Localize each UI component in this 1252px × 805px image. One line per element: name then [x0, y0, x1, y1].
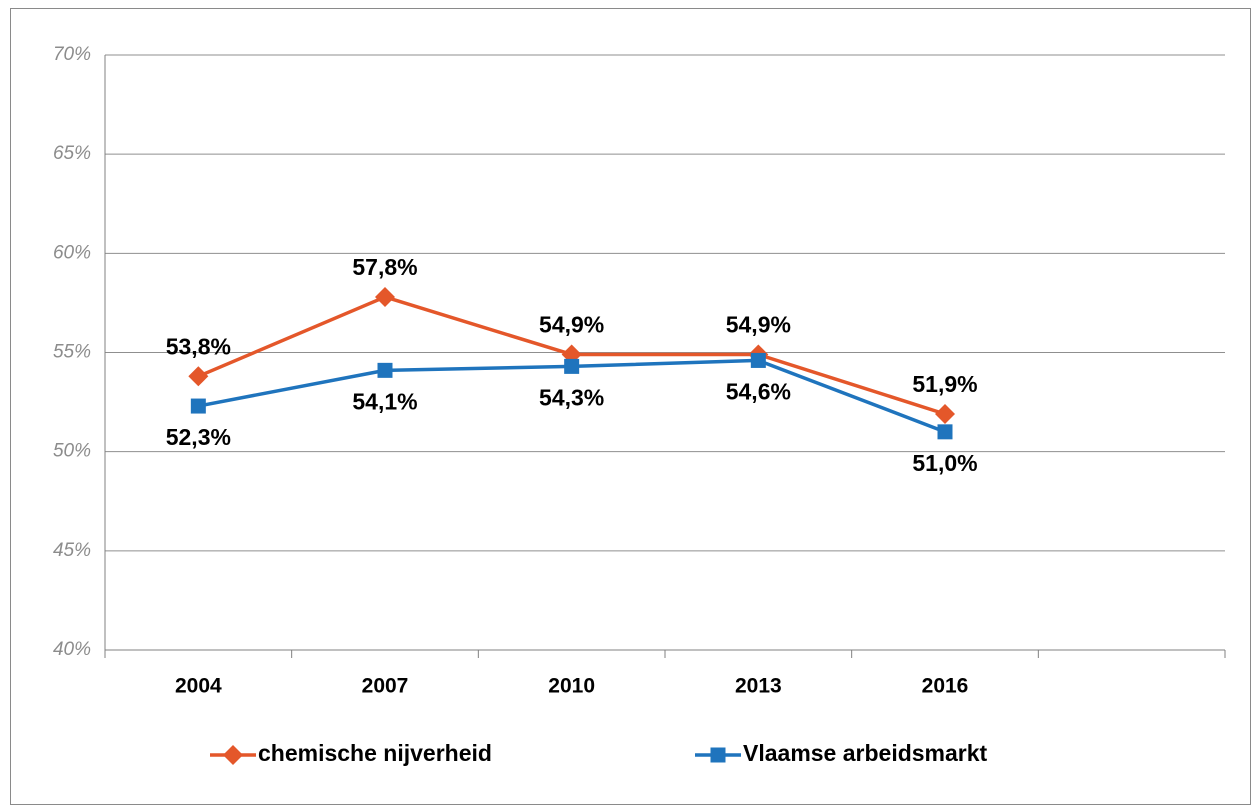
series-marker	[188, 366, 209, 387]
x-tick-label: 2004	[175, 675, 222, 698]
data-label: 57,8%	[352, 254, 417, 280]
series-marker	[937, 424, 953, 440]
legend-marker	[223, 745, 243, 765]
y-tick-label: 50%	[53, 441, 91, 462]
legend-label: Vlaamse arbeidsmarkt	[743, 740, 988, 766]
x-tick-label: 2016	[922, 675, 969, 698]
y-tick-label: 45%	[53, 540, 91, 561]
data-label: 54,9%	[539, 312, 604, 338]
data-label: 51,9%	[912, 371, 977, 397]
x-tick-label: 2013	[735, 675, 782, 698]
x-tick-label: 2010	[548, 675, 595, 698]
data-label: 53,8%	[166, 333, 231, 359]
data-label: 54,9%	[726, 312, 791, 338]
series-marker	[750, 352, 766, 368]
y-tick-label: 55%	[53, 342, 91, 363]
legend-label: chemische nijverheid	[258, 740, 492, 766]
series-marker	[375, 286, 395, 307]
y-tick-label: 65%	[53, 143, 91, 164]
data-label: 54,1%	[352, 388, 417, 414]
data-label: 54,3%	[539, 384, 604, 410]
data-label: 51,0%	[912, 450, 977, 476]
legend-marker	[710, 747, 726, 763]
y-tick-label: 70%	[53, 44, 91, 65]
series-marker	[564, 358, 580, 374]
data-label: 54,6%	[726, 379, 791, 405]
series-marker	[377, 362, 393, 378]
y-tick-label: 40%	[53, 639, 91, 660]
y-tick-label: 60%	[53, 242, 91, 263]
series-marker	[935, 403, 955, 424]
data-label: 52,3%	[166, 424, 231, 450]
x-tick-label: 2007	[362, 675, 409, 698]
series-marker	[190, 398, 206, 414]
